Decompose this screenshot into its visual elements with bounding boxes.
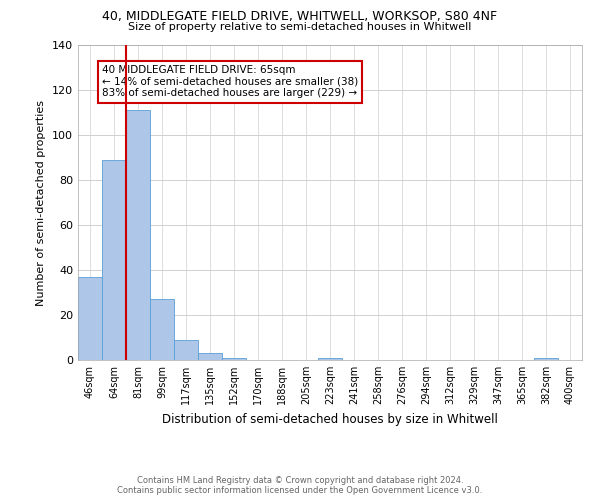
Bar [534, 358, 558, 360]
Bar [78, 277, 102, 360]
Text: Size of property relative to semi-detached houses in Whitwell: Size of property relative to semi-detach… [128, 22, 472, 32]
Bar [318, 358, 342, 360]
Bar [222, 358, 246, 360]
Bar [150, 299, 174, 360]
Text: 40 MIDDLEGATE FIELD DRIVE: 65sqm
← 14% of semi-detached houses are smaller (38)
: 40 MIDDLEGATE FIELD DRIVE: 65sqm ← 14% o… [102, 65, 358, 98]
Text: 40, MIDDLEGATE FIELD DRIVE, WHITWELL, WORKSOP, S80 4NF: 40, MIDDLEGATE FIELD DRIVE, WHITWELL, WO… [103, 10, 497, 23]
X-axis label: Distribution of semi-detached houses by size in Whitwell: Distribution of semi-detached houses by … [162, 412, 498, 426]
Y-axis label: Number of semi-detached properties: Number of semi-detached properties [37, 100, 46, 306]
Text: Contains HM Land Registry data © Crown copyright and database right 2024.
Contai: Contains HM Land Registry data © Crown c… [118, 476, 482, 495]
Bar [198, 353, 222, 360]
Bar [126, 110, 150, 360]
Bar [174, 340, 198, 360]
Bar [102, 160, 126, 360]
